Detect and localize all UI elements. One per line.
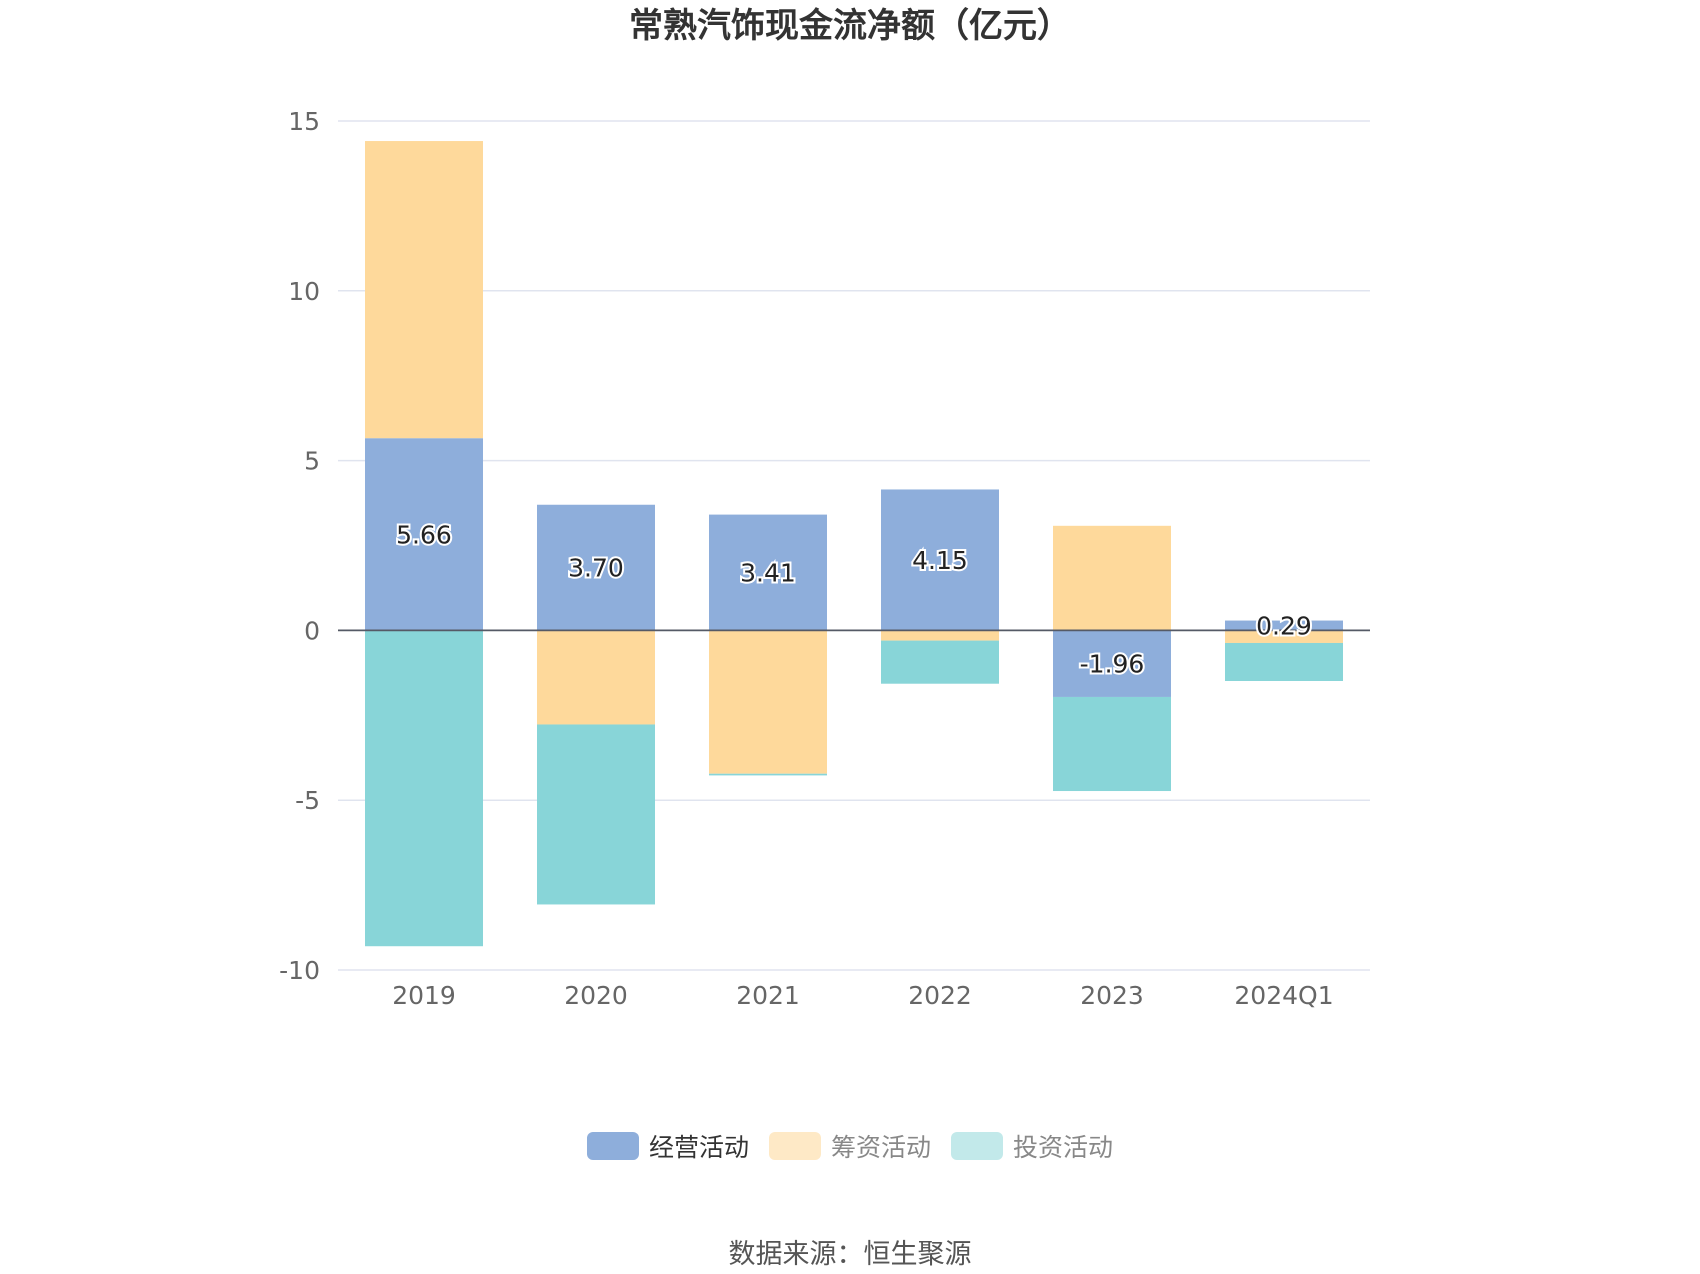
y-tick-label: -5 bbox=[295, 786, 320, 815]
x-tick-label: 2020 bbox=[564, 981, 628, 1010]
bar-financing-2024Q1[interactable] bbox=[1225, 630, 1343, 643]
bar-investing-2024Q1[interactable] bbox=[1225, 642, 1343, 682]
bar-operating-2019[interactable] bbox=[365, 438, 483, 631]
data-label-operating-2020: 3.70 bbox=[568, 554, 624, 583]
y-tick-label: 0 bbox=[304, 616, 320, 645]
data-label-operating-2022: 4.15 bbox=[912, 546, 968, 575]
bar-financing-2021[interactable] bbox=[709, 630, 827, 774]
legend-label-operating: 经营活动 bbox=[648, 1133, 749, 1162]
bar-financing-2022[interactable] bbox=[881, 630, 999, 641]
legend-swatch-investing bbox=[951, 1132, 1003, 1160]
legend-swatch-financing bbox=[768, 1132, 821, 1160]
bar-investing-2022[interactable] bbox=[881, 640, 999, 684]
data-label-operating-2021: 3.41 bbox=[740, 558, 796, 587]
y-tick-label: 15 bbox=[288, 107, 320, 136]
legend-label-financing: 筹资活动 bbox=[830, 1133, 931, 1162]
data-source: 数据来源：恒生聚源 bbox=[728, 1239, 972, 1270]
bar-operating-2023[interactable] bbox=[1053, 630, 1171, 697]
data-label-operating-2023: -1.96 bbox=[1080, 650, 1145, 679]
legend-label-investing: 投资活动 bbox=[1013, 1133, 1114, 1162]
bar-investing-2021[interactable] bbox=[709, 773, 827, 776]
y-tick-label: 10 bbox=[288, 277, 320, 306]
legend-item-financing[interactable]: 筹资活动 bbox=[768, 1128, 931, 1164]
bar-investing-2023[interactable] bbox=[1053, 696, 1171, 792]
bars-layer bbox=[365, 141, 1343, 947]
x-tick-label: 2021 bbox=[736, 981, 800, 1010]
bar-operating-2020[interactable] bbox=[537, 504, 655, 631]
labels-layer: 5.66 3.70 3.41 4.15 -1.96 0.29 bbox=[394, 518, 1314, 680]
legend-item-operating[interactable]: 经营活动 bbox=[586, 1128, 749, 1164]
x-tick-label: 2022 bbox=[908, 981, 972, 1010]
x-tick-label: 2023 bbox=[1080, 981, 1144, 1010]
data-label-operating-2024Q1: 0.29 bbox=[1256, 611, 1312, 640]
y-tick-label: 5 bbox=[304, 447, 320, 476]
bar-operating-2022[interactable] bbox=[881, 489, 999, 631]
bar-financing-2023[interactable] bbox=[1053, 525, 1171, 631]
bar-financing-2020[interactable] bbox=[537, 630, 655, 725]
grid-layer: 15 10 5 0 -5 -10 2019 2020 2021 2022 2023 2024Q1 bbox=[279, 107, 1370, 1010]
bar-investing-2019[interactable] bbox=[365, 630, 483, 947]
legend: 经营活动 筹资活动 投资活动 bbox=[0, 1128, 1700, 1164]
x-tick-label: 2019 bbox=[392, 981, 456, 1010]
chart-title: 常熟汽饰现金流净额（亿元） bbox=[629, 6, 1071, 46]
x-tick-label: 2024Q1 bbox=[1234, 981, 1333, 1010]
legend-swatch-operating bbox=[586, 1132, 639, 1160]
y-tick-label: -10 bbox=[279, 956, 320, 985]
bar-operating-2021[interactable] bbox=[709, 514, 827, 631]
data-label-operating-2019: 5.66 bbox=[396, 520, 452, 549]
bar-investing-2020[interactable] bbox=[537, 724, 655, 905]
bar-operating-2024Q1[interactable] bbox=[1225, 620, 1343, 631]
bar-financing-2019[interactable] bbox=[365, 141, 483, 439]
legend-item-investing[interactable]: 投资活动 bbox=[951, 1128, 1113, 1164]
